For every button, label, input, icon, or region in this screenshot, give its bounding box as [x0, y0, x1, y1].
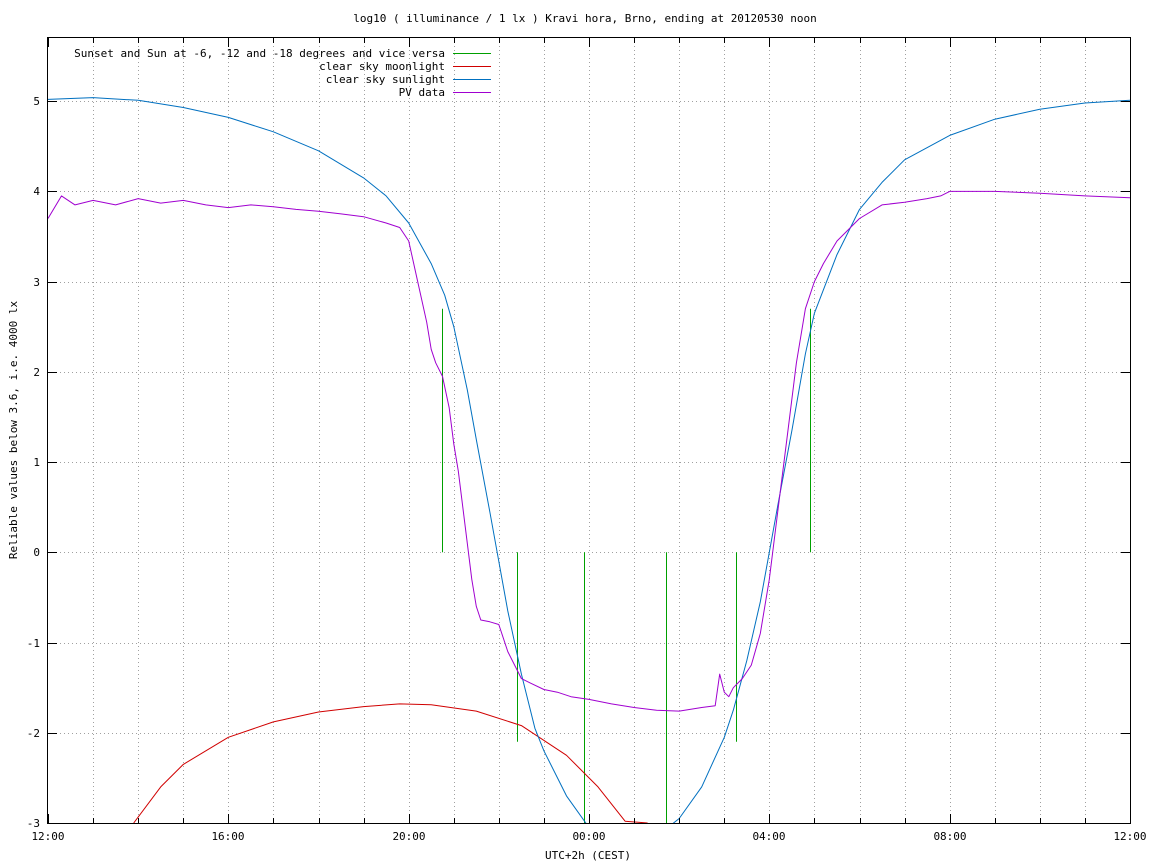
y-tick-label: 0: [33, 546, 40, 559]
y-tick-label: 2: [33, 366, 40, 379]
x-tick-label: 12:00: [1113, 830, 1146, 843]
y-tick-label: 4: [33, 185, 40, 198]
x-tick-label: 00:00: [572, 830, 605, 843]
series-0: [442, 308, 811, 823]
y-tick-label: -2: [27, 727, 40, 740]
series-2: [48, 97, 1130, 823]
legend-label: PV data: [399, 86, 445, 99]
x-axis-label: UTC+2h (CEST): [545, 849, 631, 862]
x-tick-label: 08:00: [933, 830, 966, 843]
x-tick-label: 20:00: [392, 830, 425, 843]
chart-title: log10 ( illuminance / 1 lx ) Kravi hora,…: [353, 12, 817, 25]
y-tick-label: 3: [33, 276, 40, 289]
series-line: [48, 190, 1130, 712]
series-layer: [48, 97, 1130, 823]
y-axis-label: Reliable values below 3.6, i.e. 4000 lx: [7, 300, 20, 559]
y-tick-label: -1: [27, 637, 40, 650]
y-tick-label: -3: [27, 817, 40, 830]
series-1: [133, 703, 648, 823]
legend-label: Sunset and Sun at -6, -12 and -18 degree…: [74, 47, 445, 60]
series-line: [48, 97, 1130, 823]
y-tick-label: 5: [33, 95, 40, 108]
x-tick-label: 16:00: [211, 830, 244, 843]
legend-label: clear sky moonlight: [319, 60, 445, 73]
legend: Sunset and Sun at -6, -12 and -18 degree…: [74, 47, 491, 99]
x-tick-label: 12:00: [31, 830, 64, 843]
series-line: [133, 703, 648, 823]
ticks: 12:00 16:00 20:00 00:00 04:00 08:00 12:00 5 4 3 2 1…: [27, 38, 1147, 843]
x-tick-label: 04:00: [752, 830, 785, 843]
series-3: [48, 190, 1130, 712]
plot-frame: [47, 37, 1131, 824]
legend-label: clear sky sunlight: [326, 73, 445, 86]
y-tick-label: 1: [33, 456, 40, 469]
grid: [48, 38, 1130, 823]
